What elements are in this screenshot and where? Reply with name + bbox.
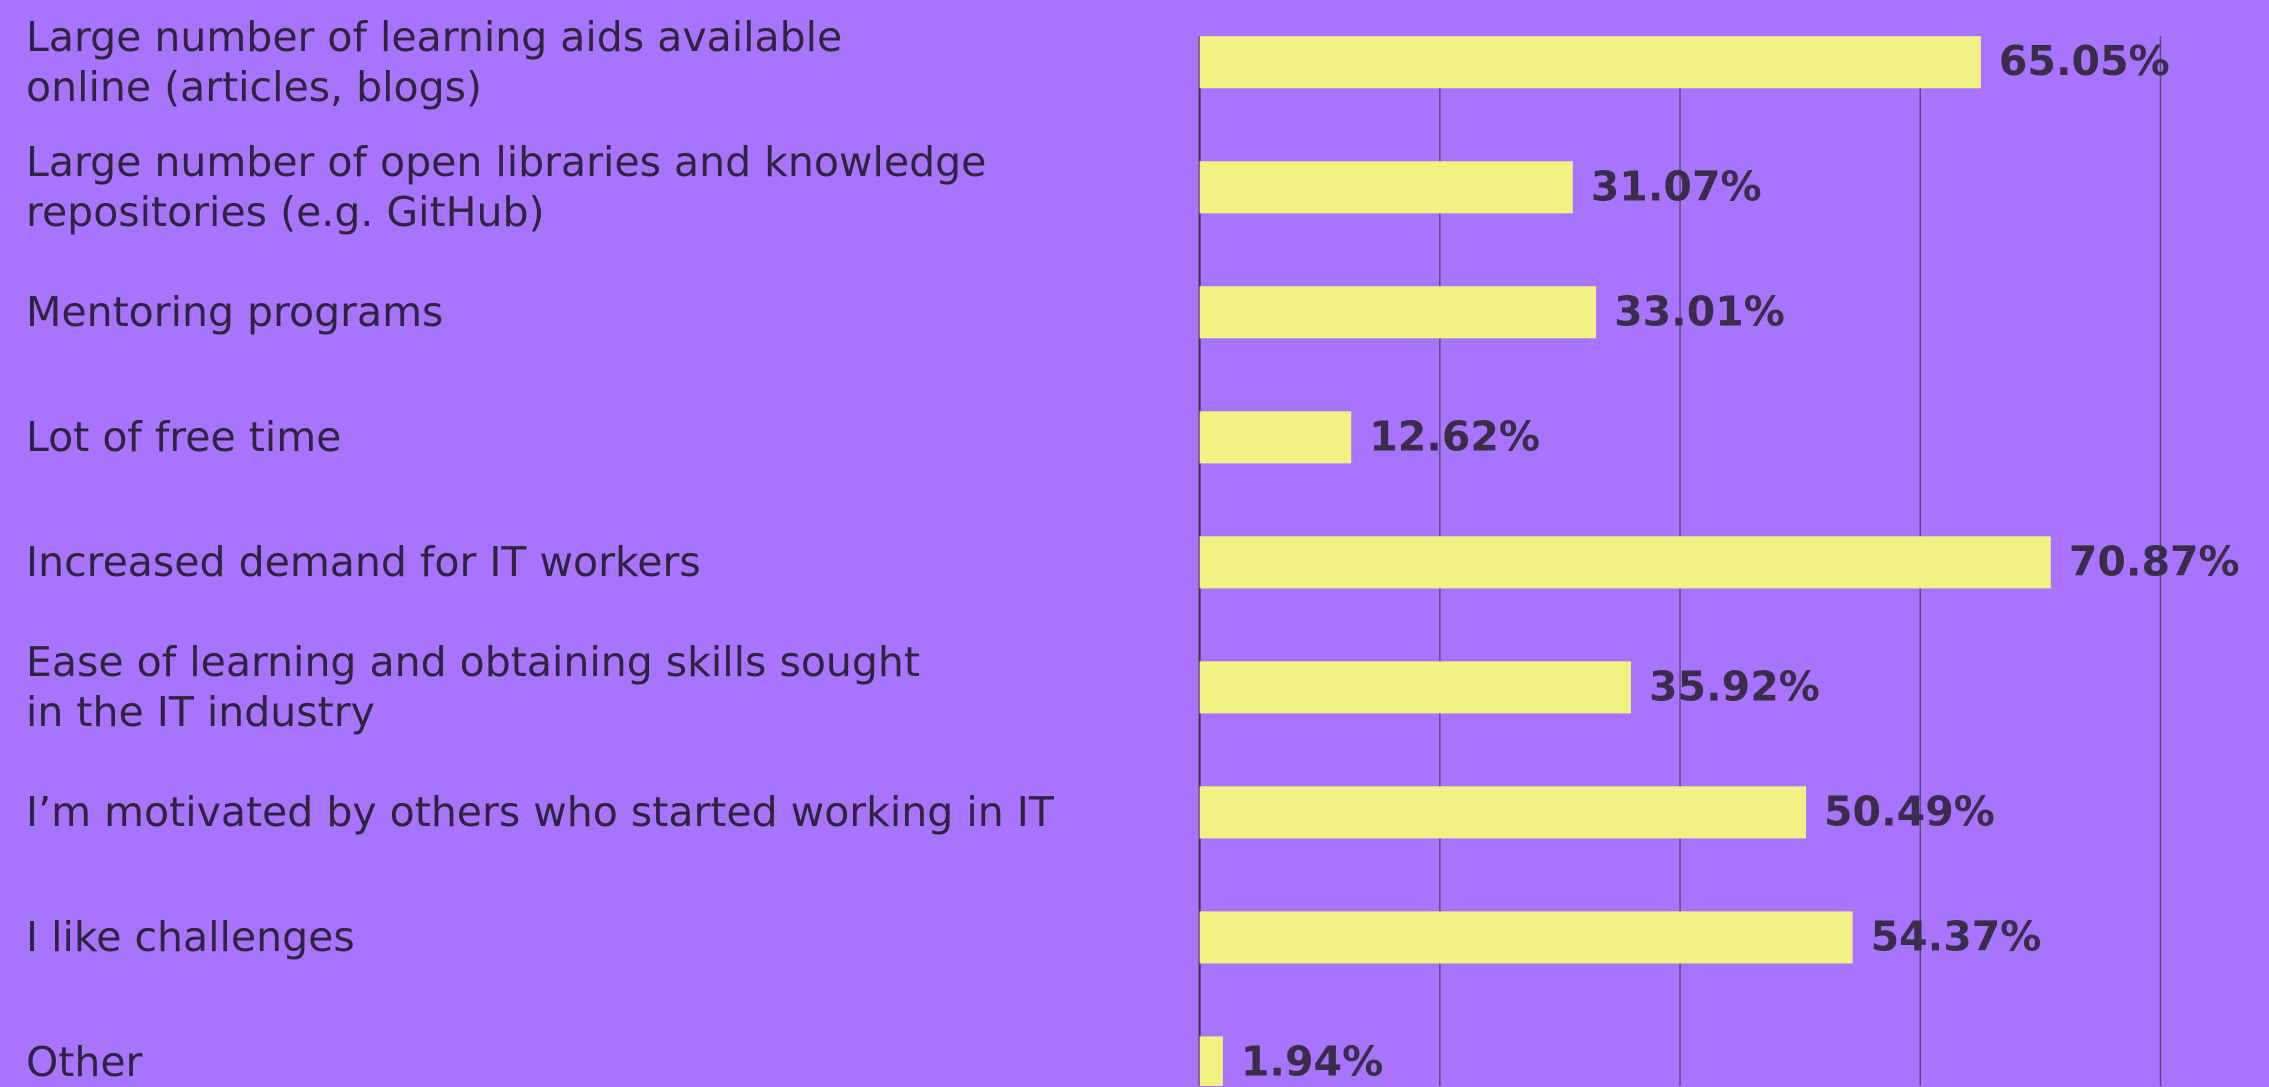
value-label: 12.62% bbox=[1369, 412, 1540, 460]
category-label: Large number of open libraries and knowl… bbox=[26, 138, 987, 237]
value-label: 33.01% bbox=[1614, 287, 1785, 335]
bar bbox=[1199, 36, 1981, 89]
category-label: Ease of learning and obtaining skills so… bbox=[26, 638, 920, 737]
category-label: Mentoring programs bbox=[26, 288, 444, 337]
value-label: 1.94% bbox=[1241, 1037, 1383, 1085]
category-label: Other bbox=[26, 1038, 143, 1087]
bar bbox=[1199, 536, 2051, 589]
bar bbox=[1199, 286, 1597, 339]
value-label: 70.87% bbox=[2069, 537, 2240, 585]
category-label: I’m motivated by others who started work… bbox=[26, 788, 1054, 837]
category-label: I like challenges bbox=[26, 913, 355, 962]
category-label: Increased demand for IT workers bbox=[26, 538, 701, 587]
bar bbox=[1199, 1036, 1223, 1086]
bar bbox=[1199, 661, 1632, 714]
value-label: 65.05% bbox=[1999, 37, 2170, 85]
value-label: 35.92% bbox=[1649, 662, 1820, 710]
value-label: 50.49% bbox=[1824, 787, 1995, 835]
bar bbox=[1199, 161, 1573, 214]
value-label: 54.37% bbox=[1871, 912, 2042, 960]
bar bbox=[1199, 411, 1352, 464]
value-label: 31.07% bbox=[1591, 162, 1762, 210]
category-label: Lot of free time bbox=[26, 413, 342, 462]
bar bbox=[1199, 911, 1853, 964]
bar bbox=[1199, 786, 1807, 839]
category-label: Large number of learning aids available … bbox=[26, 13, 843, 112]
